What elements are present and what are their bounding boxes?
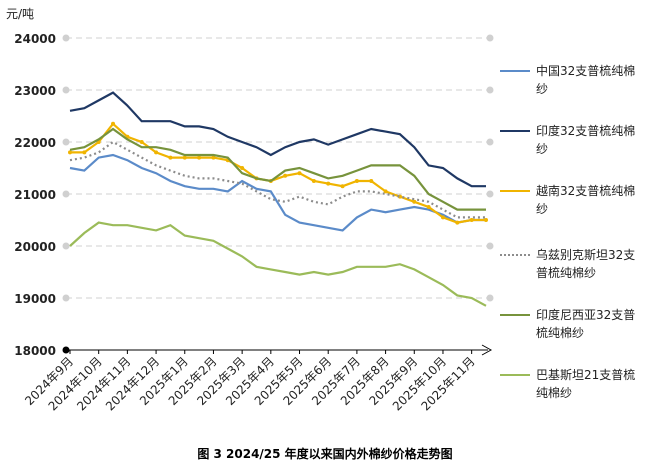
- point: [154, 150, 159, 155]
- y-tick-label: 24000: [14, 32, 56, 46]
- series-line: [69, 140, 486, 219]
- legend-item: 乌兹别克斯坦32支普梳纯棉纱: [500, 246, 648, 282]
- legend-item: 巴基斯坦21支普梳纯棉纱: [500, 366, 648, 402]
- point: [297, 171, 302, 176]
- point: [412, 199, 417, 204]
- grid-dot: [486, 86, 494, 94]
- series-line: [69, 153, 486, 232]
- point: [283, 173, 288, 178]
- point: [369, 179, 374, 183]
- legend-item: 印度尼西亚32支普梳纯棉纱: [500, 306, 648, 342]
- point: [340, 184, 345, 189]
- legend-swatch: [500, 70, 530, 72]
- grid-dot: [486, 242, 494, 250]
- legend-label: 越南32支普梳纯棉纱: [536, 184, 636, 216]
- grid-dot: [486, 34, 494, 42]
- grid-dot: [62, 86, 70, 94]
- y-tick-label: 22000: [14, 136, 56, 150]
- y-tick-label: 21000: [14, 188, 56, 202]
- point: [455, 220, 460, 225]
- grid-dot: [62, 138, 70, 146]
- grid-dot: [486, 138, 494, 146]
- point: [383, 189, 388, 194]
- legend-swatch: [500, 314, 530, 316]
- point: [469, 218, 474, 222]
- axis-origin: [62, 346, 70, 354]
- y-axis-label: 元/吨: [6, 7, 34, 21]
- axis-arrow: [481, 344, 493, 356]
- grid-dot: [62, 34, 70, 42]
- series-line: [70, 122, 486, 224]
- legend-label: 乌兹别克斯坦32支普梳纯棉纱: [536, 248, 636, 280]
- grid-dot: [486, 294, 494, 302]
- legend-swatch: [500, 190, 530, 192]
- series-line: [69, 91, 486, 188]
- point: [426, 205, 431, 209]
- point: [82, 150, 87, 155]
- grid-dot: [62, 294, 70, 302]
- point: [240, 166, 245, 170]
- series-line: [69, 127, 486, 211]
- y-tick-label: 18000: [14, 344, 56, 358]
- point: [197, 155, 202, 160]
- point: [111, 121, 116, 126]
- legend-swatch: [500, 254, 530, 256]
- legend-item: 中国32支普梳纯棉纱: [500, 62, 648, 98]
- point: [211, 155, 216, 160]
- point: [182, 155, 187, 160]
- y-tick-label: 20000: [14, 240, 56, 254]
- y-tick-label: 23000: [14, 84, 56, 98]
- legend-swatch: [500, 374, 530, 376]
- point: [354, 179, 359, 183]
- grid-dot: [486, 190, 494, 198]
- point: [168, 155, 173, 160]
- legend-swatch: [500, 130, 530, 132]
- legend-item: 越南32支普梳纯棉纱: [500, 182, 648, 218]
- grid-dot: [62, 190, 70, 198]
- legend-label: 巴基斯坦21支普梳纯棉纱: [536, 368, 636, 400]
- legend-label: 中国32支普梳纯棉纱: [536, 64, 636, 96]
- point: [311, 179, 316, 183]
- series-line: [69, 221, 487, 307]
- point: [326, 181, 331, 186]
- y-tick-label: 19000: [14, 292, 56, 306]
- grid-dot: [62, 242, 70, 250]
- legend-item: 印度32支普梳纯棉纱: [500, 122, 648, 158]
- point: [68, 150, 72, 155]
- point: [484, 218, 488, 222]
- legend-label: 印度32支普梳纯棉纱: [536, 124, 636, 156]
- legend-label: 印度尼西亚32支普梳纯棉纱: [536, 308, 636, 340]
- point: [440, 215, 445, 220]
- chart-title: 图 3 2024/25 年度以来国内外棉纱价格走势图: [197, 446, 452, 461]
- point: [139, 140, 144, 144]
